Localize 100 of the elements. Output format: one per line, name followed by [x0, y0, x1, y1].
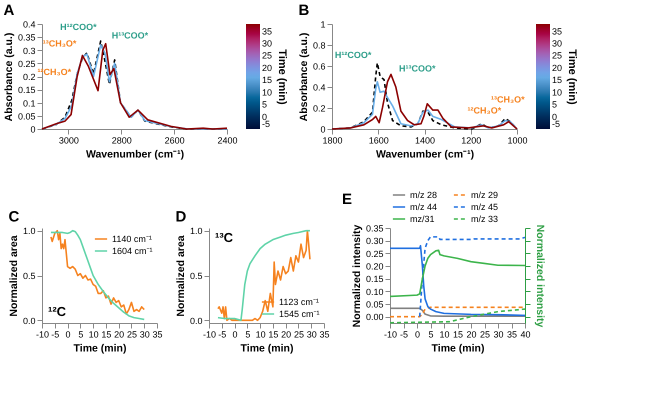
- annotation: H¹³COO*: [112, 30, 149, 41]
- color-bar-label: 15: [262, 75, 272, 86]
- legend-label: 1604 cm⁻¹: [112, 246, 153, 256]
- color-bar-label: 5: [262, 100, 268, 110]
- color-bar-label: 0: [262, 112, 268, 122]
- color-bar-label: 30: [262, 38, 272, 49]
- x-tick-label: 3000: [58, 136, 79, 146]
- x-tick-label: 40: [520, 330, 531, 340]
- y-tick-label: 0: [320, 124, 326, 134]
- x-tick-label: 25: [480, 330, 490, 340]
- chart-title: B: [298, 2, 310, 19]
- x-axis-title: Wavenumber (cm⁻¹): [86, 148, 184, 160]
- x-tick-label: -5: [400, 330, 408, 340]
- annotation: ¹³CH₃O*: [42, 38, 77, 48]
- color-bar-label: 20: [262, 62, 272, 73]
- y-tick-label: 0.6: [312, 62, 326, 72]
- y-tick-label: 0.1: [22, 98, 36, 108]
- y-tick-label: 0.5: [190, 271, 202, 281]
- x-tick-label: 0: [414, 330, 420, 340]
- y-axis-title: Normalized area: [174, 235, 187, 317]
- x-tick-label: 2800: [112, 136, 132, 146]
- y-tick-label: 0.2: [312, 104, 326, 114]
- y-tick-label: 0.20: [366, 262, 384, 272]
- color-bar-label: -5: [262, 119, 270, 129]
- line-series: [389, 249, 526, 298]
- x-tick-label: 35: [319, 330, 330, 340]
- x-tick-label: 35: [506, 330, 518, 340]
- x-tick-label: 1400: [414, 136, 436, 146]
- y-tick-label: 0.30: [366, 236, 384, 246]
- x-tick-label: 0: [66, 330, 71, 340]
- x-tick-label: 30: [493, 330, 504, 340]
- x-tick-label: 35: [152, 330, 163, 340]
- x-tick-label: 5: [428, 330, 434, 340]
- legend-label: 1123 cm⁻¹: [279, 297, 319, 307]
- color-bar-label: 10: [262, 87, 272, 98]
- y-axis-title: Absorbance (a.u.): [298, 32, 310, 122]
- chart-title: D: [175, 208, 186, 226]
- x-tick-label: 25: [294, 330, 304, 340]
- annotation: H¹²COO*: [60, 22, 98, 32]
- chart-title: E: [342, 191, 352, 208]
- x-tick-label: 15: [452, 330, 464, 340]
- x-axis-title: Time (min): [432, 342, 484, 354]
- annotation: H¹³COO*: [398, 63, 436, 74]
- y-axis-title: Absorbance (a.u.): [2, 32, 15, 122]
- x-tick-label: 2600: [164, 136, 185, 146]
- y-tick-label: 0.8: [312, 40, 326, 50]
- y-tick-label: 0.15: [366, 274, 384, 284]
- y-tick-label: 0.35: [18, 32, 36, 43]
- y-tick-label: 0.15: [18, 85, 36, 96]
- x-tick-label: 10: [256, 330, 266, 340]
- color-bar-label: 20: [552, 62, 562, 73]
- x-tick-label: 1800: [322, 136, 343, 146]
- y-tick-label: 0: [30, 124, 36, 134]
- x-tick-label: -5: [218, 330, 226, 340]
- y-axis-title: Normalized area: [8, 235, 20, 317]
- y-tick-label: 0.35: [366, 224, 384, 234]
- x-tick-label: -10: [384, 330, 398, 340]
- y-tick-label: 1.0: [190, 226, 202, 236]
- annotation: ¹²CH₃O*: [468, 106, 502, 116]
- x-tick-label: -10: [36, 330, 50, 340]
- y-tick-label: 0.3: [22, 46, 36, 56]
- x-axis-title: Time (min): [240, 342, 294, 354]
- x-tick-label: -5: [51, 330, 60, 340]
- legend-label: 1545 cm⁻¹: [279, 309, 320, 319]
- legend-label: m/z 44: [410, 202, 438, 212]
- x-tick-label: 15: [101, 330, 112, 340]
- y-tick-label: 0.00: [366, 312, 384, 322]
- x-tick-label: 10: [88, 330, 99, 340]
- x-tick-label: 25: [126, 330, 137, 340]
- color-bar-label: 15: [552, 75, 562, 86]
- color-bar-title: Time (min): [276, 49, 288, 106]
- x-tick-label: 1600: [368, 136, 389, 146]
- x-tick-label: 2400: [217, 136, 238, 146]
- x-tick-label: 20: [466, 330, 477, 340]
- x-tick-label: 15: [268, 330, 278, 340]
- x-tick-label: 5: [245, 330, 250, 340]
- x-tick-label: 20: [114, 330, 124, 340]
- x-tick-label: 1000: [507, 136, 528, 146]
- color-bar-label: 0: [552, 112, 558, 122]
- legend-label: m/z 28: [410, 190, 438, 200]
- y-tick-label: 0.0: [190, 316, 202, 326]
- x-tick-label: 10: [439, 330, 450, 340]
- color-bar-label: 25: [552, 50, 562, 61]
- x-tick-label: 30: [140, 330, 150, 340]
- y-tick-label: 0.25: [18, 58, 36, 69]
- x-tick-label: 30: [306, 330, 317, 340]
- y-tick-label: 0.05: [18, 111, 36, 122]
- color-bar-label: 35: [552, 26, 562, 36]
- y2-axis-title: Normalized intensity: [534, 224, 546, 328]
- color-bar-label: -5: [552, 119, 560, 129]
- x-tick-label: 1200: [461, 136, 482, 146]
- x-tick-label: -10: [202, 330, 216, 340]
- annotation: H¹²COO*: [334, 50, 372, 60]
- color-bar-label: 10: [552, 87, 562, 98]
- y-tick-label: 0.2: [22, 72, 36, 82]
- annotation: ¹³CH₃O*: [491, 94, 526, 105]
- y-tick-label: 0.5: [22, 271, 36, 281]
- y-tick-label: 0.10: [366, 286, 384, 297]
- y-tick-label: 1: [320, 20, 326, 30]
- legend-label: mz/31: [410, 214, 435, 224]
